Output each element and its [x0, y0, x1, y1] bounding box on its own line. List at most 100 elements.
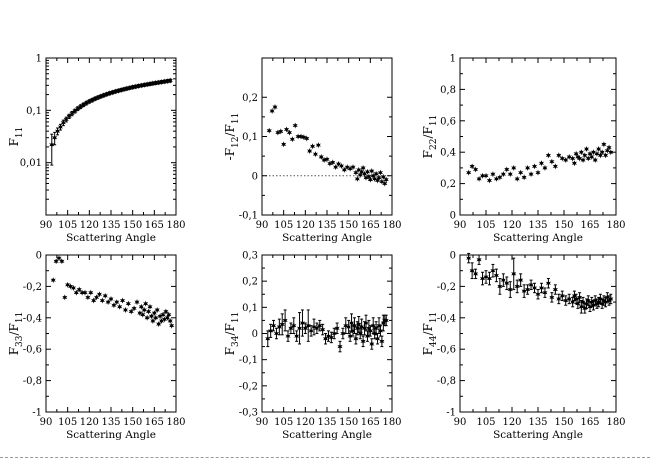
data-point: [292, 122, 298, 129]
data-point: [376, 174, 382, 181]
data-point: [117, 303, 123, 310]
axes-frame: [459, 57, 617, 216]
y-tick-label: -0,2: [437, 282, 456, 293]
x-tick-label: 105: [274, 220, 293, 231]
y-tick-label: 0: [252, 171, 258, 182]
data-point: [359, 323, 365, 330]
y-tick-label: -0,3: [239, 408, 258, 419]
data-point: [604, 147, 610, 154]
data-point: [566, 295, 572, 302]
x-tick-label: 150: [123, 220, 142, 231]
data-point: [535, 291, 541, 298]
data-point: [380, 173, 386, 180]
data-point: [377, 169, 384, 176]
data-point: [597, 295, 603, 302]
data-point: [518, 277, 524, 284]
data-point: [105, 299, 111, 306]
data-point: [525, 286, 531, 293]
data-point: [556, 152, 562, 159]
data-point: [603, 299, 609, 306]
x-tick-label: 135: [101, 220, 120, 231]
data-point: [150, 317, 156, 324]
data-point: [556, 295, 562, 302]
data-point: [111, 302, 117, 309]
data-point: [571, 292, 577, 299]
x-tick-label: 165: [145, 417, 164, 428]
data-point: [542, 164, 548, 171]
data-point: [76, 286, 82, 293]
data-point: [301, 134, 307, 141]
data-point: [344, 164, 350, 171]
y-axis-label: F22/F11: [421, 115, 439, 159]
data-point: [372, 175, 378, 182]
data-point: [67, 283, 74, 290]
data-point: [72, 108, 78, 115]
data-point: [304, 135, 310, 142]
data-point: [282, 317, 288, 324]
data-point: [493, 272, 499, 279]
panel-5: 90 105 120 135 150 165 180 -0,3 -0,2 -0,1 0 0,1 0,2 0…: [223, 251, 402, 442]
data-point: [486, 275, 493, 282]
data-point: [158, 78, 165, 85]
data-point: [521, 288, 527, 295]
data-point: [570, 155, 576, 162]
data-point: [601, 141, 607, 148]
data-point: [511, 270, 517, 277]
data-point: [597, 152, 603, 159]
data-point: [108, 295, 114, 302]
data-point: [473, 270, 479, 277]
panel-4: 90 105 120 135 150 165 180 -1 -0,8 -0,6 -0,4 -0,2 0 S…: [7, 251, 186, 442]
data-point: [514, 175, 520, 182]
x-axis-label: Scattering Angle: [493, 232, 583, 244]
data-point: [535, 169, 541, 176]
data-point: [156, 321, 162, 328]
y-label-subscript: 11: [15, 127, 25, 138]
y-axis-label: -F12/F11: [223, 113, 241, 161]
x-tick-label: 105: [274, 417, 293, 428]
data-point: [340, 330, 346, 337]
y-label-subscript: 11: [429, 115, 439, 126]
y-tick-label: 0,01: [20, 158, 42, 169]
y-label-text: F: [7, 138, 21, 146]
data-point: [79, 289, 85, 296]
data-point: [360, 164, 366, 171]
data-point: [137, 310, 143, 317]
y-tick-label: 0: [36, 251, 42, 262]
data-point: [156, 79, 162, 86]
data-point: [295, 133, 301, 140]
data-point: [373, 325, 379, 332]
data-point: [380, 320, 386, 327]
data-point: [307, 148, 313, 155]
data-point: [80, 101, 87, 108]
x-tick-label: 120: [296, 417, 315, 428]
y-label-subscript: 11: [231, 113, 241, 124]
data-point: [106, 90, 113, 97]
data-point: [545, 280, 551, 287]
y-label-subscript: 11: [15, 312, 25, 323]
data-point: [302, 325, 308, 332]
data-point: [166, 311, 172, 318]
data-point: [54, 128, 61, 135]
data-point: [486, 177, 493, 184]
data-point: [354, 325, 360, 332]
data-point: [161, 316, 168, 323]
data-point: [164, 78, 170, 85]
data-point: [69, 110, 75, 117]
y-tick-label: -0,4: [23, 313, 42, 324]
y-tick-label: 0,8: [440, 85, 456, 96]
data-point: [95, 94, 101, 101]
x-tick-label: 90: [40, 417, 53, 428]
data-point: [372, 330, 378, 337]
data-point: [587, 303, 593, 310]
y-tick-label: -1: [446, 408, 456, 419]
data-point: [518, 169, 524, 176]
data-point: [145, 308, 152, 315]
data-point: [75, 105, 81, 112]
data-point: [93, 294, 100, 301]
data-point: [138, 82, 144, 89]
y-tick-label: 0,3: [242, 251, 258, 262]
data-point: [363, 320, 369, 327]
data-point: [383, 317, 389, 324]
y-label-text: F: [421, 150, 435, 158]
y-label-text: /F: [421, 323, 435, 335]
